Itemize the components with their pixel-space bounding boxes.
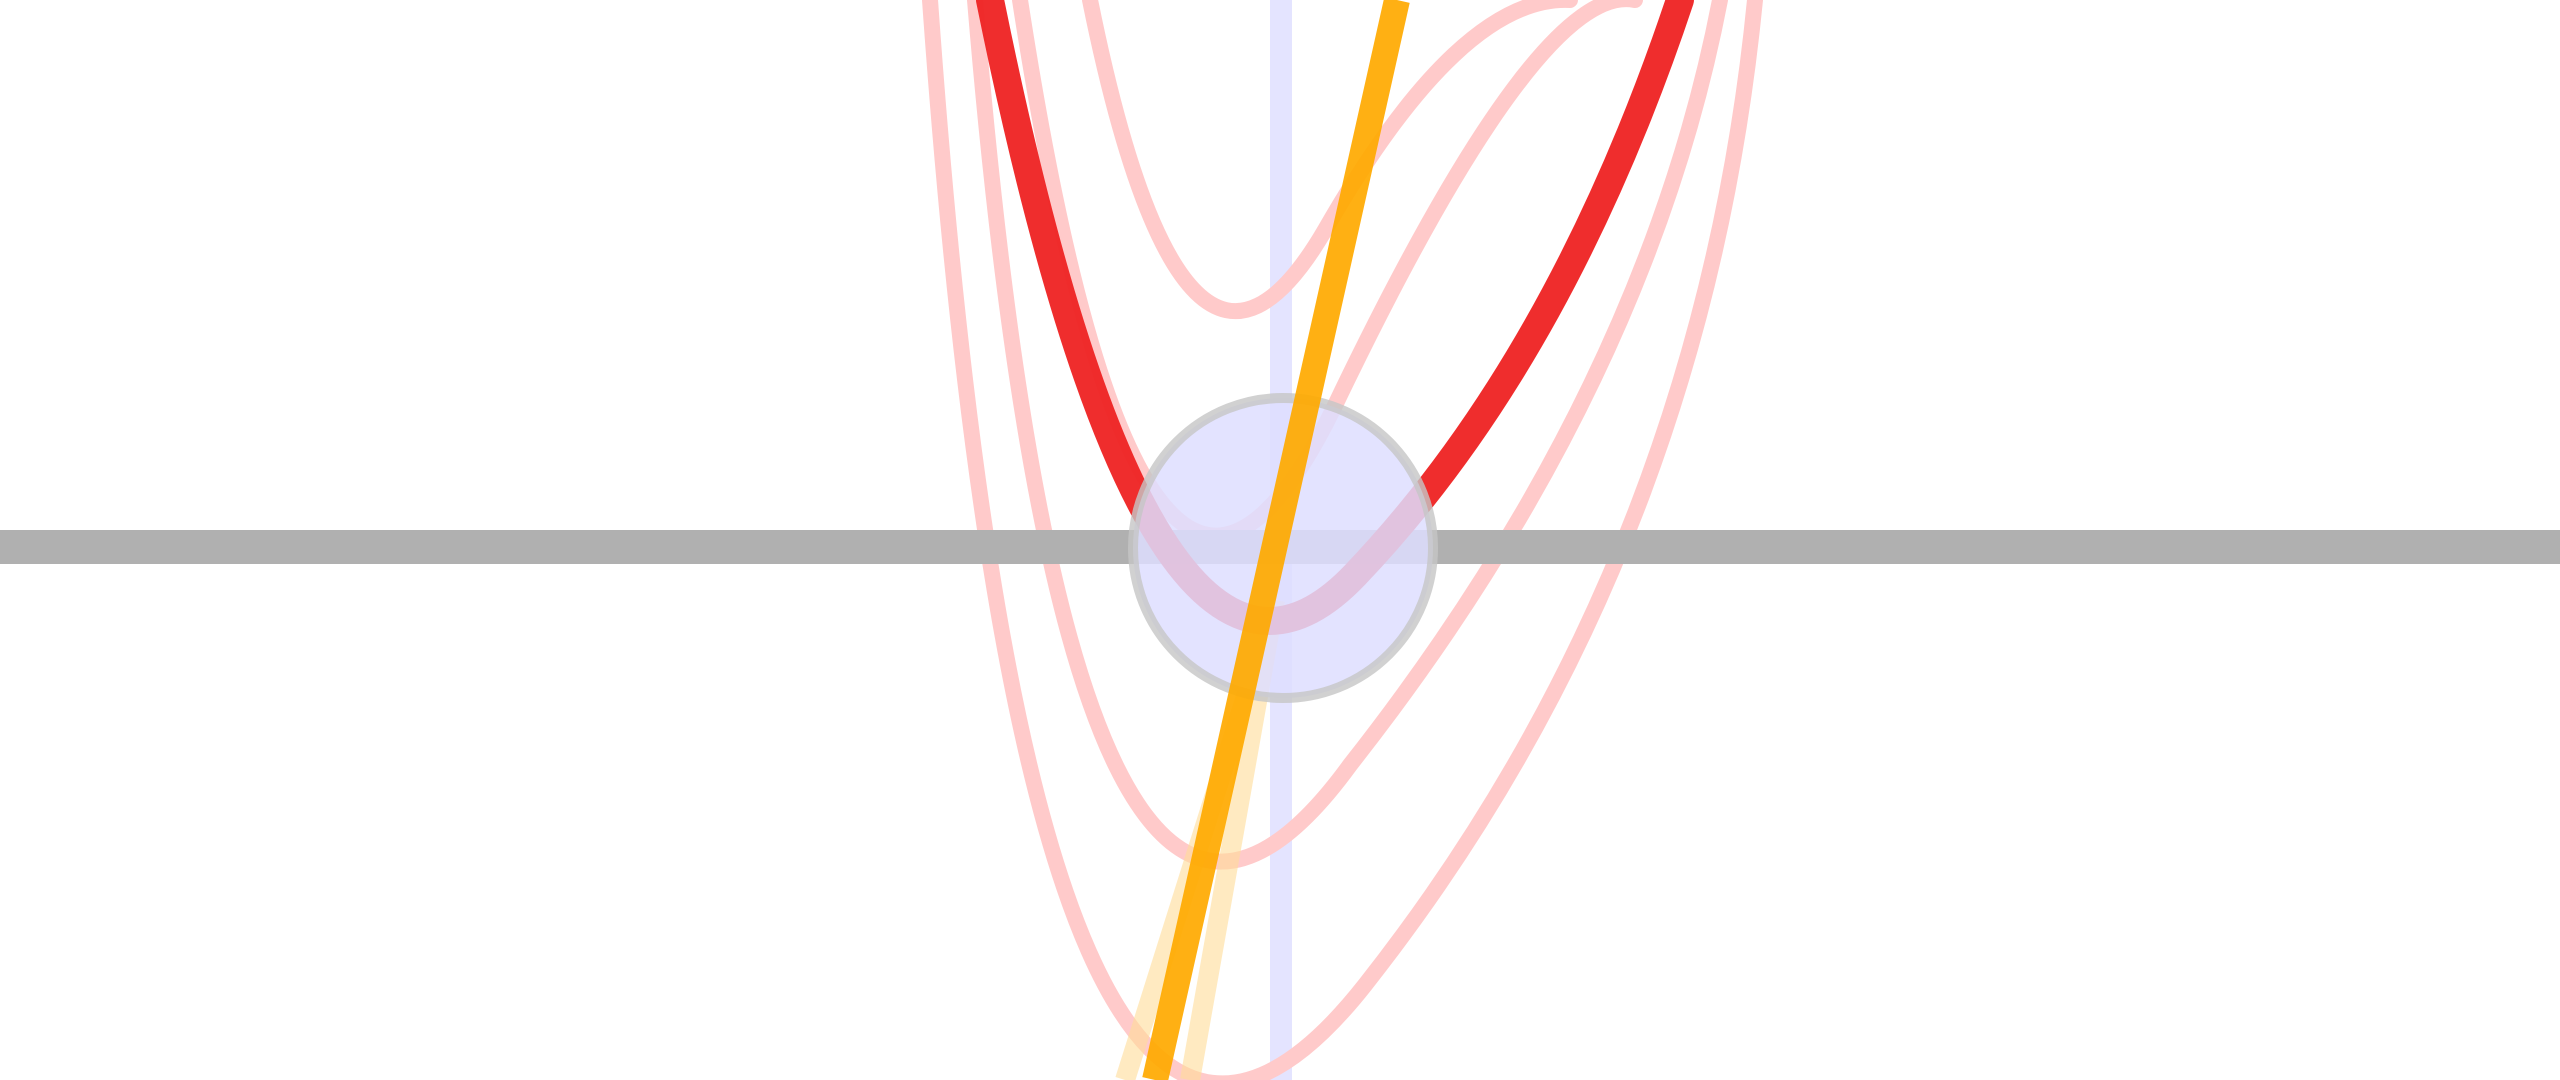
faint-parabola-1 <box>1082 0 1578 319</box>
tangent-line <box>1142 0 1410 1080</box>
faint-parabola-4 <box>922 0 1763 1080</box>
